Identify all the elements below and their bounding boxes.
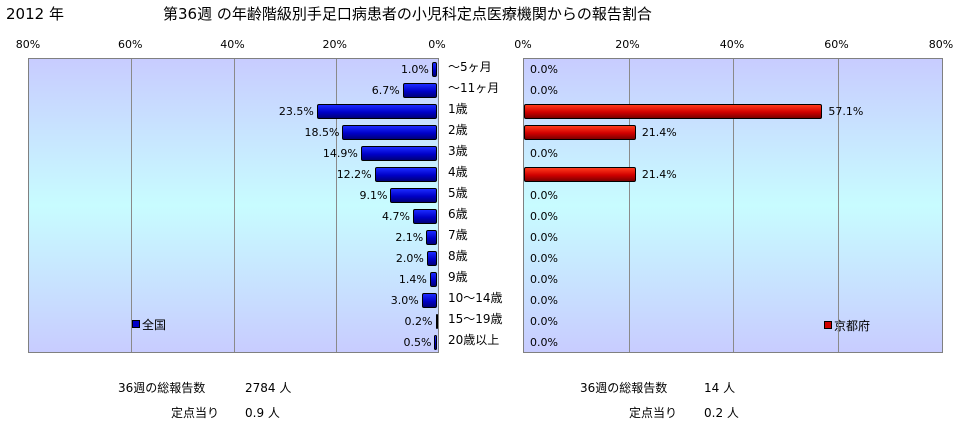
age-category-label: 1歳 (448, 102, 468, 116)
age-category-label: 7歳 (448, 228, 468, 242)
right-total-value: 14 人 (704, 381, 736, 395)
right-per-label: 定点当り (629, 406, 678, 420)
kyoto-value-label: 0.0% (530, 189, 558, 202)
national-bar (316, 104, 437, 119)
national-bar (429, 272, 437, 287)
kyoto-tick-label: 80% (928, 38, 954, 51)
national-legend-label: 全国 (142, 318, 167, 332)
age-category-label: 2歳 (448, 123, 468, 137)
national-bar (402, 83, 437, 98)
national-bar (360, 146, 437, 161)
age-category-label: 9歳 (448, 270, 468, 284)
national-bar (374, 167, 437, 182)
kyoto-value-label: 0.0% (530, 315, 558, 328)
kyoto-plot-area: 京都府 0.0% 0.0% 57.1% 21.4% 0.0% 21.4% 0.0% 0.0% 0… (523, 58, 943, 353)
age-category-label: 8歳 (448, 249, 468, 263)
kyoto-tick-label: 40% (719, 38, 745, 51)
age-category-label: 10～14歳 (448, 291, 503, 305)
national-bar (390, 188, 437, 203)
chart-year: 2012 年 (6, 5, 64, 23)
age-category-label: 4歳 (448, 165, 468, 179)
age-category-label: 20歳以上 (448, 333, 500, 347)
kyoto-value-label: 21.4% (641, 126, 677, 139)
national-bar (434, 335, 437, 350)
national-value-label: 1.4% (398, 273, 427, 286)
kyoto-value-label: 0.0% (530, 336, 558, 349)
national-gridline (335, 59, 337, 352)
national-value-label: 18.5% (304, 126, 340, 139)
kyoto-tick-label: 0% (514, 38, 532, 51)
national-tick-label: 0% (428, 38, 446, 51)
kyoto-value-label: 57.1% (828, 105, 864, 118)
right-per-value: 0.2 人 (704, 406, 739, 420)
kyoto-gridline (837, 59, 839, 352)
national-bar (342, 125, 437, 140)
kyoto-tick-label: 60% (824, 38, 849, 51)
age-category-label: 5歳 (448, 186, 468, 200)
national-value-label: 12.2% (336, 168, 372, 181)
national-value-label: 0.5% (403, 336, 432, 349)
kyoto-bar (524, 104, 823, 119)
national-tick-label: 80% (15, 38, 41, 51)
kyoto-value-label: 0.0% (530, 147, 558, 160)
national-value-label: 9.1% (359, 189, 388, 202)
national-value-label: 4.7% (382, 210, 410, 223)
national-bar (426, 251, 437, 266)
kyoto-gridline (628, 59, 630, 352)
right-total-label: 36週の総報告数 (580, 381, 668, 395)
left-total-value: 2784 人 (245, 381, 292, 395)
national-bar (435, 314, 438, 329)
national-value-label: 6.7% (371, 84, 400, 97)
kyoto-legend-swatch (824, 321, 832, 329)
national-gridline (131, 59, 133, 352)
kyoto-value-label: 0.0% (530, 294, 558, 307)
age-category-label: 6歳 (448, 207, 468, 221)
kyoto-bar (524, 125, 636, 140)
national-value-label: 1.0% (400, 63, 429, 76)
left-total-label: 36週の総報告数 (118, 381, 206, 395)
national-value-label: 2.0% (395, 252, 424, 265)
national-value-label: 23.5% (278, 105, 314, 118)
national-legend: 全国 (132, 318, 166, 332)
national-gridline (233, 59, 235, 352)
national-legend-swatch (132, 320, 140, 328)
national-plot-area: 全国 1.0% 6.7% 23.5% 18.5% 14.9% 12.2% 9.1% 4.7% 2… (28, 58, 439, 353)
kyoto-legend: 京都府 (824, 319, 870, 333)
age-category-label: 3歳 (448, 144, 468, 158)
kyoto-bar (524, 167, 636, 182)
national-bar (412, 209, 437, 224)
kyoto-value-label: 0.0% (530, 63, 558, 76)
left-per-value: 0.9 人 (245, 406, 280, 420)
left-per-label: 定点当り (171, 406, 220, 420)
chart-title: 第36週 の年齢階級別手足口病患者の小児科定点医療機関からの報告割合 (163, 5, 652, 23)
kyoto-tick-label: 20% (615, 38, 640, 51)
national-bar (421, 293, 437, 308)
kyoto-value-label: 0.0% (530, 210, 558, 223)
national-value-label: 14.9% (322, 147, 358, 160)
kyoto-value-label: 0.0% (530, 84, 558, 97)
national-tick-label: 40% (220, 38, 245, 51)
age-category-label: 15～19歳 (448, 312, 503, 326)
kyoto-value-label: 0.0% (530, 252, 558, 265)
kyoto-value-label: 0.0% (530, 273, 558, 286)
kyoto-gridline (733, 59, 734, 352)
kyoto-value-label: 21.4% (641, 168, 677, 181)
national-bar (426, 230, 437, 245)
national-tick-label: 20% (322, 38, 347, 51)
national-tick-label: 60% (118, 38, 143, 51)
national-value-label: 2.1% (395, 231, 424, 244)
kyoto-value-label: 0.0% (530, 231, 558, 244)
kyoto-legend-label: 京都府 (834, 319, 871, 333)
national-value-label: 3.0% (390, 294, 419, 307)
age-category-label: ～11ヶ月 (448, 81, 500, 95)
age-category-label: ～5ヶ月 (448, 60, 492, 74)
national-value-label: 0.2% (404, 315, 433, 328)
national-bar (431, 62, 437, 77)
